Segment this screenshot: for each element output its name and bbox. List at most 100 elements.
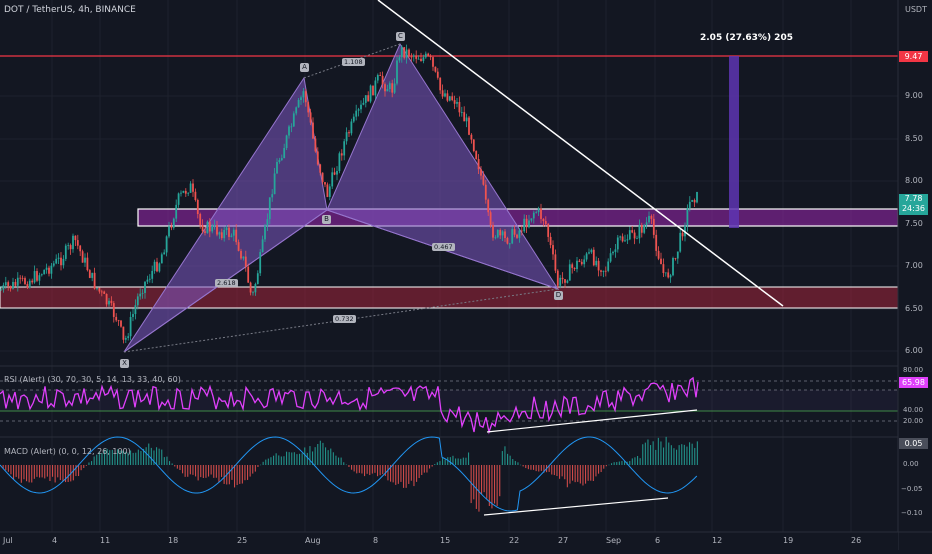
candle-body bbox=[468, 117, 470, 135]
macd-bar bbox=[46, 465, 48, 477]
candle-body bbox=[110, 300, 113, 304]
candle-body bbox=[108, 300, 110, 305]
macd-bar bbox=[148, 443, 150, 465]
candle-body bbox=[477, 158, 480, 170]
candle-body bbox=[232, 229, 235, 236]
macd-bar bbox=[335, 455, 337, 465]
candle-body bbox=[273, 173, 276, 195]
candle-body bbox=[115, 316, 118, 321]
macd-bar bbox=[345, 464, 347, 466]
macd-bar bbox=[241, 465, 243, 484]
macd-bar bbox=[228, 465, 230, 485]
candle-body bbox=[506, 237, 509, 244]
macd-bar bbox=[564, 465, 566, 480]
macd-bar bbox=[327, 450, 329, 465]
candle-body bbox=[237, 242, 240, 251]
macd-bar bbox=[301, 453, 303, 465]
candle-body bbox=[696, 191, 698, 203]
candle-body bbox=[86, 257, 89, 271]
macd-bar bbox=[215, 465, 217, 478]
macd-bar bbox=[395, 465, 397, 485]
candle-body bbox=[405, 49, 408, 58]
candle-body bbox=[338, 153, 341, 171]
candle-body bbox=[146, 279, 149, 282]
candlestick-series bbox=[0, 44, 698, 344]
macd-tick: −0.05 bbox=[901, 485, 923, 493]
candle-body bbox=[429, 55, 432, 58]
candle-body bbox=[547, 224, 550, 237]
macd-bar bbox=[267, 458, 269, 465]
candle-body bbox=[88, 270, 91, 278]
candle-body bbox=[580, 261, 583, 265]
symbol-title[interactable]: DOT / TetherUS, 4h, BINANCE bbox=[4, 5, 136, 15]
macd-bar bbox=[39, 465, 41, 478]
macd-bar bbox=[75, 465, 77, 477]
candle-body bbox=[91, 272, 94, 278]
macd-bar bbox=[405, 465, 407, 488]
candle-body bbox=[372, 85, 374, 96]
candle-body bbox=[187, 192, 190, 194]
candle-body bbox=[379, 75, 382, 76]
point-x-label: X bbox=[120, 359, 129, 368]
macd-bar bbox=[491, 465, 493, 509]
point-d-label: D bbox=[554, 291, 563, 300]
candle-body bbox=[436, 71, 439, 78]
candle-body bbox=[614, 249, 617, 252]
candle-body bbox=[290, 126, 293, 128]
macd-bar bbox=[681, 444, 683, 465]
candle-body bbox=[681, 232, 684, 237]
point-a-label: A bbox=[300, 63, 309, 72]
candle-body bbox=[439, 77, 442, 91]
candle-body bbox=[600, 270, 602, 272]
macd-bar bbox=[592, 465, 594, 481]
macd-bar bbox=[65, 465, 67, 483]
macd-title[interactable]: MACD (Alert) (0, 0, 12, 26, 100) bbox=[4, 447, 131, 456]
bar-countdown: 24:36 bbox=[901, 204, 926, 213]
candle-body bbox=[573, 267, 576, 270]
rsi-divergence-line[interactable] bbox=[486, 409, 698, 433]
candle-body bbox=[247, 266, 250, 283]
macd-bar bbox=[507, 453, 509, 465]
macd-bar bbox=[249, 465, 251, 477]
macd-bar bbox=[197, 465, 199, 481]
macd-bar bbox=[221, 465, 223, 477]
macd-bar bbox=[579, 465, 581, 484]
candle-body bbox=[100, 291, 103, 293]
pattern-triangle-bcd[interactable] bbox=[326, 42, 560, 290]
candle-body bbox=[206, 221, 209, 233]
macd-bar bbox=[676, 449, 678, 465]
candle-body bbox=[448, 96, 451, 101]
candle-body bbox=[172, 218, 175, 228]
rsi-title[interactable]: RSI (Alert) (30, 70, 30, 5, 14, 13, 33, … bbox=[4, 375, 181, 384]
rsi-tick: 80.00 bbox=[903, 366, 924, 374]
macd-bar bbox=[161, 449, 163, 465]
macd-bar bbox=[647, 439, 649, 465]
macd-bar bbox=[106, 448, 108, 465]
descending-trendline[interactable] bbox=[377, 0, 784, 307]
measure-bar[interactable] bbox=[729, 56, 739, 228]
candle-body bbox=[607, 261, 610, 271]
candle-body bbox=[271, 194, 274, 198]
candle-body bbox=[62, 258, 65, 266]
macd-bar bbox=[304, 447, 306, 465]
macd-bar bbox=[265, 459, 267, 465]
macd-bar bbox=[182, 465, 184, 474]
candle-body bbox=[494, 237, 497, 239]
macd-bar bbox=[605, 465, 607, 467]
candle-body bbox=[76, 240, 79, 246]
macd-divergence-line[interactable] bbox=[483, 497, 669, 516]
candle-body bbox=[302, 91, 305, 98]
candle-body bbox=[676, 251, 679, 259]
candle-body bbox=[595, 260, 598, 266]
candle-body bbox=[55, 258, 58, 264]
macd-bar bbox=[122, 450, 124, 465]
macd-bar bbox=[319, 440, 321, 465]
macd-bar bbox=[273, 455, 275, 465]
candle-body bbox=[540, 208, 542, 219]
macd-bar bbox=[559, 465, 561, 479]
candle-body bbox=[33, 271, 36, 283]
candle-body bbox=[139, 293, 142, 297]
ratio-bd-label: 0.467 bbox=[432, 243, 455, 251]
candle-body bbox=[552, 245, 554, 255]
